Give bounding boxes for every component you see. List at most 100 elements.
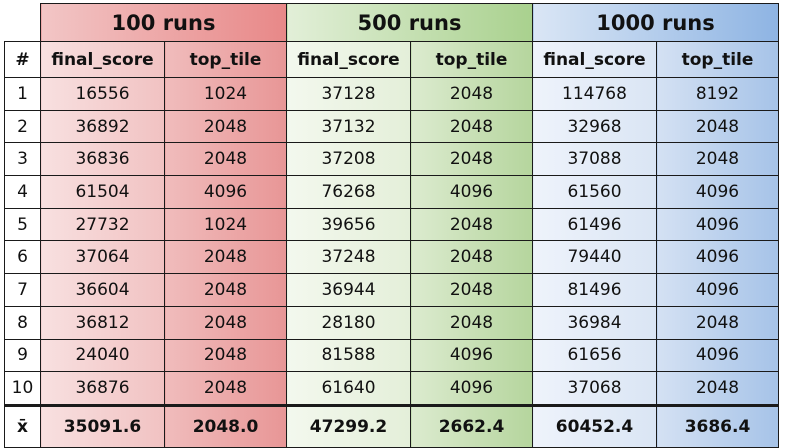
- table-row: 2 36892 2048 37132 2048 32968 2048: [4, 109, 779, 144]
- table-row: 6 37064 2048 37248 2048 79440 4096: [4, 240, 779, 275]
- cell-100-final-score: 36836: [40, 142, 165, 177]
- col-header-1000-top-tile: top_tile: [656, 41, 779, 78]
- cell-100-top-tile: 2048: [164, 142, 287, 177]
- cell-100-final-score: 36812: [40, 305, 165, 340]
- mean-row: x̄ 35091.6 2048.0 47299.2 2662.4 60452.4…: [4, 403, 779, 448]
- mean-100-top-tile: 2048.0: [164, 403, 287, 448]
- cell-500-final-score: 39656: [286, 207, 411, 242]
- cell-500-final-score: 37132: [286, 109, 411, 144]
- row-index: 6: [4, 240, 41, 275]
- group-header-100-runs: 100 runs: [40, 3, 287, 42]
- row-index: 2: [4, 109, 41, 144]
- group-header-500-runs: 500 runs: [286, 3, 533, 42]
- col-header-100-top-tile: top_tile: [164, 41, 287, 78]
- cell-100-final-score: 16556: [40, 77, 165, 111]
- cell-1000-final-score: 81496: [532, 273, 657, 307]
- cell-500-final-score: 61640: [286, 371, 411, 406]
- mean-1000-top-tile: 3686.4: [656, 403, 779, 448]
- row-index: 4: [4, 175, 41, 209]
- cell-1000-final-score: 37088: [532, 142, 657, 177]
- table-row: 4 61504 4096 76268 4096 61560 4096: [4, 175, 779, 209]
- cell-1000-top-tile: 2048: [656, 142, 779, 177]
- col-header-1000-final-score: final_score: [532, 41, 657, 78]
- cell-1000-final-score: 37068: [532, 371, 657, 406]
- table-row: 10 36876 2048 61640 4096 37068 2048: [4, 371, 779, 406]
- mean-500-top-tile: 2662.4: [410, 403, 533, 448]
- col-header-500-final-score: final_score: [286, 41, 411, 78]
- cell-100-final-score: 37064: [40, 240, 165, 275]
- cell-500-top-tile: 2048: [410, 109, 533, 144]
- cell-100-top-tile: 1024: [164, 207, 287, 242]
- cell-500-final-score: 76268: [286, 175, 411, 209]
- row-index: 8: [4, 305, 41, 340]
- mean-500-final-score: 47299.2: [286, 403, 411, 448]
- row-index: 5: [4, 207, 41, 242]
- cell-1000-top-tile: 2048: [656, 305, 779, 340]
- cell-1000-final-score: 61656: [532, 338, 657, 373]
- cell-500-final-score: 37128: [286, 77, 411, 111]
- cell-1000-final-score: 79440: [532, 240, 657, 275]
- cell-100-top-tile: 2048: [164, 338, 287, 373]
- cell-1000-final-score: 114768: [532, 77, 657, 111]
- cell-100-final-score: 27732: [40, 207, 165, 242]
- table-row: 1 16556 1024 37128 2048 114768 8192: [4, 77, 779, 111]
- mean-100-final-score: 35091.6: [40, 403, 165, 448]
- col-header-500-top-tile: top_tile: [410, 41, 533, 78]
- cell-500-top-tile: 2048: [410, 273, 533, 307]
- corner-cell: [4, 3, 41, 42]
- cell-500-final-score: 36944: [286, 273, 411, 307]
- cell-500-top-tile: 2048: [410, 77, 533, 111]
- cell-100-top-tile: 2048: [164, 273, 287, 307]
- table-row: 8 36812 2048 28180 2048 36984 2048: [4, 305, 779, 340]
- cell-500-final-score: 37208: [286, 142, 411, 177]
- cell-100-final-score: 36892: [40, 109, 165, 144]
- cell-100-top-tile: 2048: [164, 305, 287, 340]
- cell-100-final-score: 24040: [40, 338, 165, 373]
- cell-1000-top-tile: 4096: [656, 207, 779, 242]
- cell-500-top-tile: 4096: [410, 175, 533, 209]
- row-index: 9: [4, 338, 41, 373]
- cell-500-top-tile: 2048: [410, 207, 533, 242]
- cell-1000-top-tile: 4096: [656, 338, 779, 373]
- cell-500-final-score: 28180: [286, 305, 411, 340]
- cell-500-final-score: 81588: [286, 338, 411, 373]
- table-row: 5 27732 1024 39656 2048 61496 4096: [4, 207, 779, 242]
- cell-500-top-tile: 4096: [410, 338, 533, 373]
- cell-100-top-tile: 1024: [164, 77, 287, 111]
- index-header: #: [4, 41, 41, 78]
- cell-500-top-tile: 2048: [410, 240, 533, 275]
- row-index: 1: [4, 77, 41, 111]
- row-index: 7: [4, 273, 41, 307]
- cell-1000-top-tile: 2048: [656, 371, 779, 406]
- cell-1000-final-score: 61496: [532, 207, 657, 242]
- cell-500-final-score: 37248: [286, 240, 411, 275]
- cell-500-top-tile: 2048: [410, 305, 533, 340]
- row-index: 10: [4, 371, 41, 406]
- cell-1000-final-score: 61560: [532, 175, 657, 209]
- cell-100-top-tile: 2048: [164, 109, 287, 144]
- cell-100-top-tile: 2048: [164, 371, 287, 406]
- group-header-1000-runs: 1000 runs: [532, 3, 779, 42]
- table-row: 9 24040 2048 81588 4096 61656 4096: [4, 338, 779, 373]
- cell-100-top-tile: 2048: [164, 240, 287, 275]
- cell-500-top-tile: 4096: [410, 371, 533, 406]
- col-header-100-final-score: final_score: [40, 41, 165, 78]
- cell-1000-top-tile: 4096: [656, 175, 779, 209]
- cell-100-final-score: 61504: [40, 175, 165, 209]
- mean-1000-final-score: 60452.4: [532, 403, 657, 448]
- cell-1000-top-tile: 8192: [656, 77, 779, 111]
- mean-label: x̄: [4, 403, 41, 448]
- cell-1000-top-tile: 4096: [656, 273, 779, 307]
- cell-100-final-score: 36604: [40, 273, 165, 307]
- cell-1000-final-score: 32968: [532, 109, 657, 144]
- table-body: 1 16556 1024 37128 2048 114768 8192 2 36892 2048 3…: [4, 77, 779, 406]
- table-row: 7 36604 2048 36944 2048 81496 4096: [4, 273, 779, 307]
- table-row: 3 36836 2048 37208 2048 37088 2048: [4, 142, 779, 177]
- cell-100-final-score: 36876: [40, 371, 165, 406]
- cell-500-top-tile: 2048: [410, 142, 533, 177]
- cell-1000-top-tile: 4096: [656, 240, 779, 275]
- runs-results-table: 100 runs 500 runs 1000 runs # final_scor…: [4, 3, 779, 448]
- cell-100-top-tile: 4096: [164, 175, 287, 209]
- cell-1000-final-score: 36984: [532, 305, 657, 340]
- row-index: 3: [4, 142, 41, 177]
